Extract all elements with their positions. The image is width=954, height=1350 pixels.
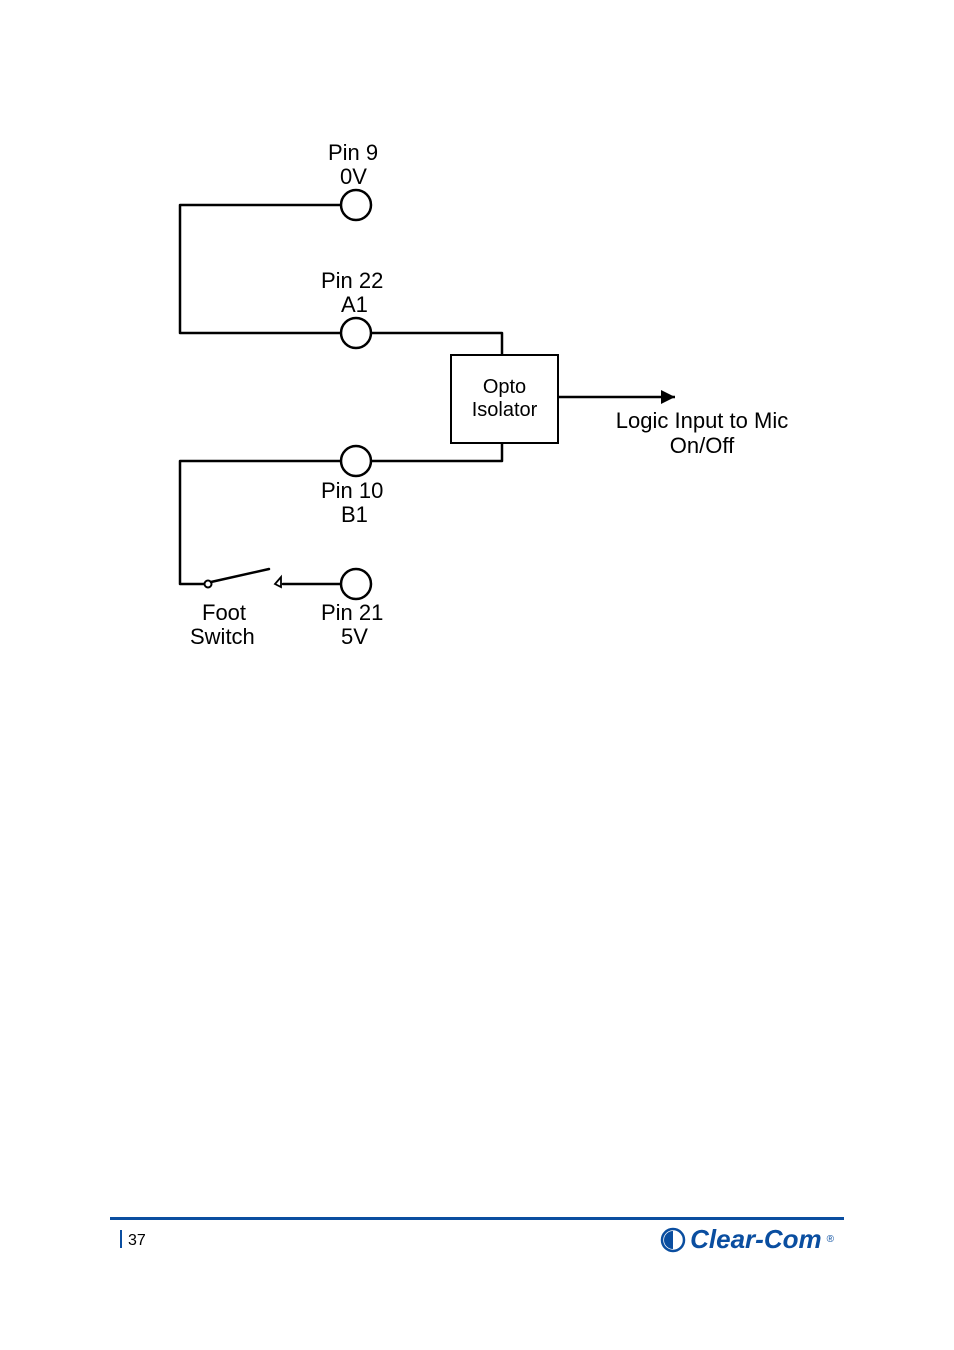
output-label-l1: Logic Input to Mic — [616, 408, 788, 433]
clearcom-logo-tm: ® — [827, 1234, 834, 1245]
page-number-text: 37 — [128, 1232, 146, 1249]
footer-rule — [110, 1217, 844, 1220]
opto-label-l1: Opto — [483, 376, 526, 399]
pin9-label-bot: 0V — [340, 164, 367, 189]
clearcom-logo-icon — [660, 1227, 686, 1253]
footswitch-label-l2: Switch — [190, 624, 255, 649]
opto-isolator-block: Opto Isolator — [450, 354, 559, 444]
pin10-label-bot: B1 — [341, 502, 368, 527]
page-number-bar — [120, 1230, 122, 1248]
output-label: Logic Input to Mic On/Off — [602, 408, 802, 459]
pin22-label-bot: A1 — [341, 292, 368, 317]
output-label-l2: On/Off — [670, 433, 734, 458]
page-number: 37 — [120, 1230, 146, 1250]
wiring-diagram: Pin 9 0V Pin 22 A1 Pin 10 B1 Pin 21 5V F… — [180, 140, 780, 740]
pin22-label-top: Pin 22 — [321, 268, 383, 293]
clearcom-logo-text: Clear-Com — [690, 1224, 821, 1255]
pin21-label-top: Pin 21 — [321, 600, 383, 625]
footswitch-label-l1: Foot — [202, 600, 246, 625]
opto-label-l2: Isolator — [472, 399, 538, 422]
clearcom-logo: Clear-Com ® — [660, 1224, 834, 1255]
pin21-label-bot: 5V — [341, 624, 368, 649]
pin9-label-top: Pin 9 — [328, 140, 378, 165]
pin10-label-top: Pin 10 — [321, 478, 383, 503]
